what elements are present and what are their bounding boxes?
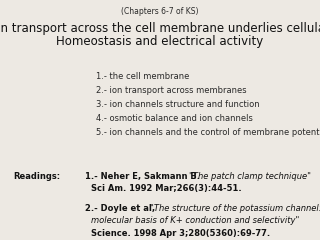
- Text: "The patch clamp technique": "The patch clamp technique": [189, 172, 311, 181]
- Text: 5.- ion channels and the control of membrane potential: 5.- ion channels and the control of memb…: [96, 128, 320, 137]
- Text: 4.- osmotic balance and ion channels: 4.- osmotic balance and ion channels: [96, 114, 253, 123]
- Text: Sci Am. 1992 Mar;266(3):44-51.: Sci Am. 1992 Mar;266(3):44-51.: [91, 184, 242, 193]
- Text: (Chapters 6-7 of KS): (Chapters 6-7 of KS): [121, 7, 199, 16]
- Text: 3.- ion channels structure and function: 3.- ion channels structure and function: [96, 100, 260, 109]
- Text: molecular basis of K+ conduction and selectivity": molecular basis of K+ conduction and sel…: [91, 216, 300, 226]
- Text: 1.- the cell membrane: 1.- the cell membrane: [96, 72, 189, 81]
- Text: 2.- Doyle et al,: 2.- Doyle et al,: [85, 204, 158, 213]
- Text: 1.- Neher E, Sakmann B.: 1.- Neher E, Sakmann B.: [85, 172, 203, 181]
- Text: "The structure of the potassium channel:: "The structure of the potassium channel:: [150, 204, 320, 213]
- Text: Ion transport across the cell membrane underlies cellular: Ion transport across the cell membrane u…: [0, 22, 320, 35]
- Text: Readings:: Readings:: [13, 172, 60, 181]
- Text: 2.- ion transport across membranes: 2.- ion transport across membranes: [96, 86, 247, 95]
- Text: Homeostasis and electrical activity: Homeostasis and electrical activity: [56, 35, 264, 48]
- Text: Science. 1998 Apr 3;280(5360):69-77.: Science. 1998 Apr 3;280(5360):69-77.: [91, 229, 270, 238]
